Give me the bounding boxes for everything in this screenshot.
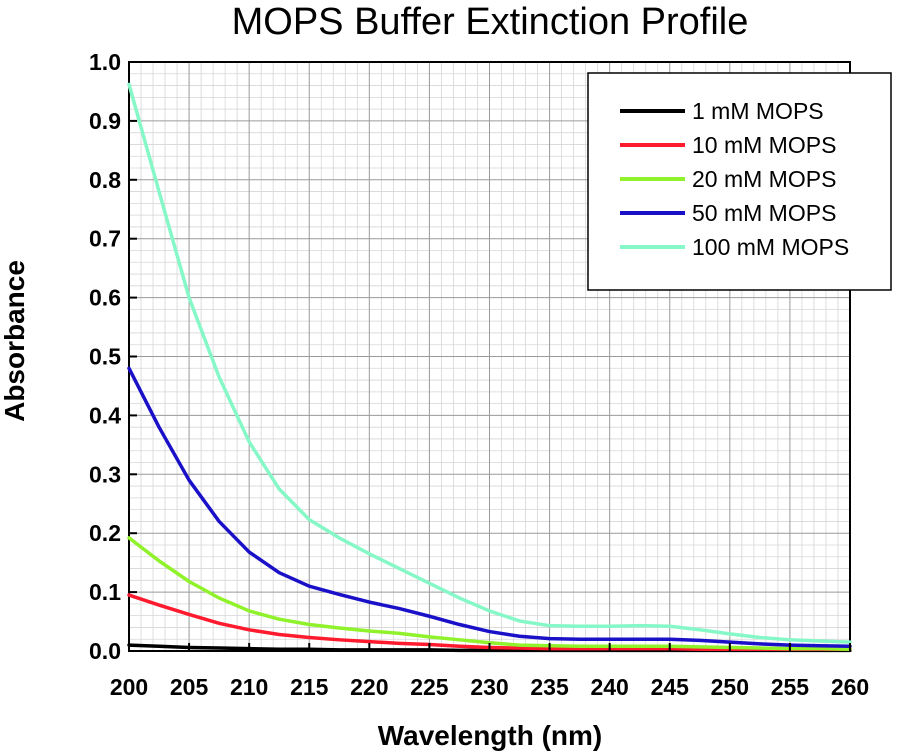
legend-label-0: 1 mM MOPS	[692, 98, 824, 124]
x-tick-label: 250	[711, 674, 749, 700]
x-tick-label: 240	[590, 674, 628, 700]
y-tick-label: 0.7	[89, 226, 121, 252]
legend-items: 1 mM MOPS 10 mM MOPS 20 mM MOPS 50 mM MOPS 1…	[620, 98, 849, 260]
x-tick-label: 215	[290, 674, 329, 700]
x-tick-label: 235	[530, 674, 569, 700]
y-tick-label: 0.8	[89, 167, 121, 193]
legend-label-4: 100 mM MOPS	[692, 234, 849, 260]
ticks-layer	[128, 61, 851, 652]
y-tick-label: 0.0	[89, 638, 121, 664]
y-tick-label: 0.1	[89, 579, 121, 605]
x-tick-label: 245	[651, 674, 690, 700]
x-axis-label: Wavelength (nm)	[378, 720, 603, 751]
legend: 1 mM MOPS 10 mM MOPS 20 mM MOPS 50 mM MOPS 1…	[587, 72, 892, 291]
y-tick-label: 0.6	[89, 285, 121, 311]
x-tick-label: 200	[110, 674, 148, 700]
legend-label-1: 10 mM MOPS	[692, 132, 836, 158]
x-tick-label: 230	[470, 674, 508, 700]
x-tick-label: 220	[350, 674, 388, 700]
y-tick-label: 0.3	[89, 461, 121, 487]
x-tick-label: 225	[410, 674, 449, 700]
x-tick-label: 210	[230, 674, 268, 700]
legend-label-2: 20 mM MOPS	[692, 166, 836, 192]
y-tick-label: 0.5	[89, 344, 121, 370]
x-tick-label: 255	[771, 674, 810, 700]
series-line-3	[127, 366, 852, 649]
x-tick-labels: 200 205 210 215 220 225 230 235 240 245 250 255 260	[110, 674, 869, 700]
y-tick-label: 0.2	[89, 520, 121, 546]
x-tick-label: 205	[170, 674, 209, 700]
chart-title: MOPS Buffer Extinction Profile	[232, 1, 749, 43]
legend-label-3: 50 mM MOPS	[692, 200, 836, 226]
y-tick-label: 1.0	[89, 49, 121, 75]
y-axis-label: Absorbance	[0, 260, 30, 422]
series-line-4	[127, 82, 852, 644]
y-tick-label: 0.4	[89, 402, 121, 428]
y-tick-labels: 0.0 0.1 0.2 0.3 0.4 0.5 0.6 0.7 0.8 0.9 1.0	[89, 49, 121, 664]
y-tick-label: 0.9	[89, 108, 121, 134]
x-tick-label: 260	[831, 674, 869, 700]
